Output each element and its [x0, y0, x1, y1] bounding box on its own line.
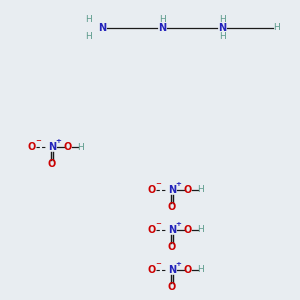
Text: O: O — [148, 225, 156, 235]
Text: H: H — [273, 23, 279, 32]
Text: +: + — [55, 138, 61, 144]
Text: H: H — [85, 32, 92, 41]
Text: −: − — [35, 138, 41, 144]
Text: N: N — [158, 23, 166, 33]
Text: H: H — [196, 185, 203, 194]
Text: O: O — [148, 185, 156, 195]
Text: H: H — [85, 14, 92, 23]
Text: N: N — [168, 185, 176, 195]
Text: H: H — [196, 226, 203, 235]
Text: +: + — [175, 261, 181, 267]
Text: N: N — [218, 23, 226, 33]
Text: O: O — [48, 159, 56, 169]
Text: −: − — [155, 221, 161, 227]
Text: N: N — [48, 142, 56, 152]
Text: +: + — [175, 221, 181, 227]
Text: H: H — [76, 142, 83, 152]
Text: −: − — [155, 181, 161, 187]
Text: H: H — [219, 32, 225, 41]
Text: O: O — [184, 185, 192, 195]
Text: H: H — [219, 14, 225, 23]
Text: O: O — [184, 225, 192, 235]
Text: O: O — [184, 265, 192, 275]
Text: O: O — [168, 242, 176, 252]
Text: O: O — [148, 265, 156, 275]
Text: −: − — [155, 261, 161, 267]
Text: O: O — [64, 142, 72, 152]
Text: N: N — [168, 225, 176, 235]
Text: O: O — [28, 142, 36, 152]
Text: +: + — [175, 181, 181, 187]
Text: H: H — [196, 266, 203, 274]
Text: O: O — [168, 282, 176, 292]
Text: H: H — [159, 14, 165, 23]
Text: O: O — [168, 202, 176, 212]
Text: N: N — [98, 23, 106, 33]
Text: N: N — [168, 265, 176, 275]
